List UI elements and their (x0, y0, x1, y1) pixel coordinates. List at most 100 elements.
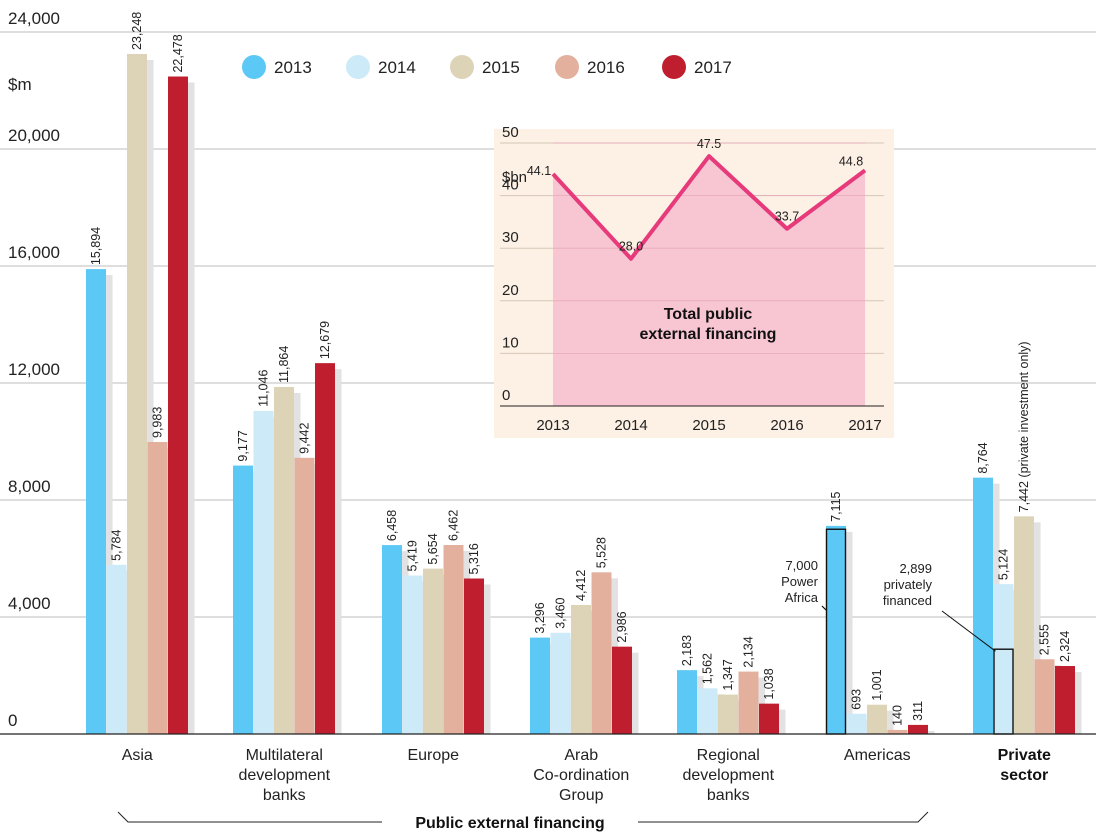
bar-2014 (993, 584, 1014, 734)
inset-x-tick-label: 2013 (536, 417, 569, 434)
legend-swatch-2016 (555, 55, 579, 79)
value-label: 2,555 (1038, 624, 1052, 655)
value-label: 2,134 (742, 636, 756, 667)
value-label: 9,442 (298, 422, 312, 453)
category-label: Americas (844, 747, 911, 764)
y-tick-label: 24,000 (8, 9, 60, 28)
bar-2016 (294, 457, 315, 734)
inset-x-tick-label: 2016 (770, 417, 803, 434)
brace-left (117, 811, 382, 823)
group-label: Public external financing (415, 815, 604, 832)
value-label: 5,528 (595, 537, 609, 568)
category-label: Multilateral (246, 747, 323, 764)
power-africa-leader (821, 605, 827, 611)
value-label: 1,562 (701, 653, 715, 684)
category-labels: Asia Multilateral development banks Europe Ar… (122, 747, 1051, 804)
legend-swatch-2013 (242, 55, 266, 79)
privately-financed-label: financed (883, 593, 932, 608)
bar-2015 (274, 386, 294, 734)
value-label: 9,177 (236, 430, 250, 461)
inset-y-tick-label: 10 (502, 334, 519, 351)
value-label: 1,347 (721, 659, 735, 690)
value-label: 5,124 (997, 549, 1011, 580)
legend-label: 2017 (694, 58, 732, 77)
inset-value-label: 33.7 (775, 210, 799, 224)
value-label: 5,654 (426, 533, 440, 564)
inset-title: external financing (640, 326, 777, 343)
category-label: Group (559, 787, 604, 804)
bar-2015 (571, 604, 591, 734)
legend-swatch-2015 (450, 55, 474, 79)
category-label: Europe (407, 747, 459, 764)
bar-2017 (612, 646, 632, 734)
legend-label: 2014 (378, 58, 416, 77)
bar-2015 (127, 53, 147, 735)
inset-x-tick-label: 2014 (614, 417, 647, 434)
privately-financed-label: 2,899 (899, 561, 932, 576)
y-tick-label: 20,000 (8, 126, 60, 145)
value-label: 311 (911, 701, 925, 721)
inset-value-label: 47.5 (697, 137, 721, 151)
category-label: Private (998, 747, 1051, 764)
value-label: 2,183 (680, 635, 694, 666)
value-label: 6,458 (385, 510, 399, 541)
bar-2013 (382, 545, 402, 734)
legend-swatch-2017 (662, 55, 686, 79)
bar-2016 (147, 441, 168, 734)
bars (86, 53, 1082, 735)
value-label: 6,462 (447, 510, 461, 541)
inset-y-tick-label: 50 (502, 124, 519, 141)
bar-2016 (887, 729, 908, 734)
bar-2014 (402, 575, 423, 734)
category-label: banks (263, 787, 306, 804)
bar-2016 (1034, 659, 1055, 734)
inset-y-tick-label: 40 (502, 177, 519, 194)
value-label: 8,764 (976, 442, 990, 473)
power-africa-label: Power (781, 574, 819, 589)
bar-2017 (168, 76, 188, 735)
value-label: 5,419 (406, 540, 420, 571)
group-brace: Public external financing (117, 811, 929, 832)
power-africa-label: Africa (785, 590, 819, 605)
bar-2013 (530, 637, 550, 734)
value-label: 7,115 (829, 491, 843, 521)
y-tick-label: 0 (8, 711, 17, 730)
value-label: 5,784 (110, 529, 124, 560)
bar-2013 (973, 477, 993, 734)
inset-line (551, 154, 867, 261)
inset-value-label: 44.1 (527, 164, 551, 178)
y-tick-label: 16,000 (8, 243, 60, 262)
category-label: development (238, 767, 330, 784)
bar-2014 (846, 713, 867, 734)
bar-2015 (867, 704, 887, 734)
legend-label: 2016 (587, 58, 625, 77)
value-label: 140 (891, 705, 905, 726)
bar-2014 (253, 410, 274, 734)
inset-value-label: 28.0 (619, 240, 643, 254)
inset-chart: 0 10 20 30 40 50 $bn 2013 2014 2015 2016 2017 44.1 28… (494, 124, 894, 438)
value-labels: 15,894 9,177 6,458 3,296 2,183 7,115 8,764 5,78… (89, 12, 1072, 726)
y-tick-label: 8,000 (8, 477, 51, 496)
bar-2016 (443, 544, 464, 734)
inset-x-tick-label: 2017 (848, 417, 881, 434)
bar-2017 (315, 363, 335, 734)
value-label: 3,296 (533, 602, 547, 633)
value-label: 9,983 (151, 407, 165, 438)
category-label: Asia (122, 747, 153, 764)
privately-financed-leader (941, 610, 996, 652)
inset-area (553, 156, 865, 406)
power-africa-label: 7,000 (785, 558, 818, 573)
bar-2015 (718, 694, 738, 734)
inset-value-label: 44.8 (839, 154, 863, 168)
value-label: 12,679 (318, 321, 332, 359)
bar-2013 (677, 670, 697, 734)
value-label: 4,412 (574, 570, 588, 601)
inset-y-tick-label: 0 (502, 387, 510, 404)
bar-2013 (233, 465, 253, 734)
inset-title: Total public (664, 306, 753, 323)
bar-2013 (86, 269, 106, 734)
inset-y-tick-label: 20 (502, 282, 519, 299)
bar-2016 (738, 671, 759, 734)
legend: 2013 2014 2015 2016 2017 (242, 55, 732, 79)
